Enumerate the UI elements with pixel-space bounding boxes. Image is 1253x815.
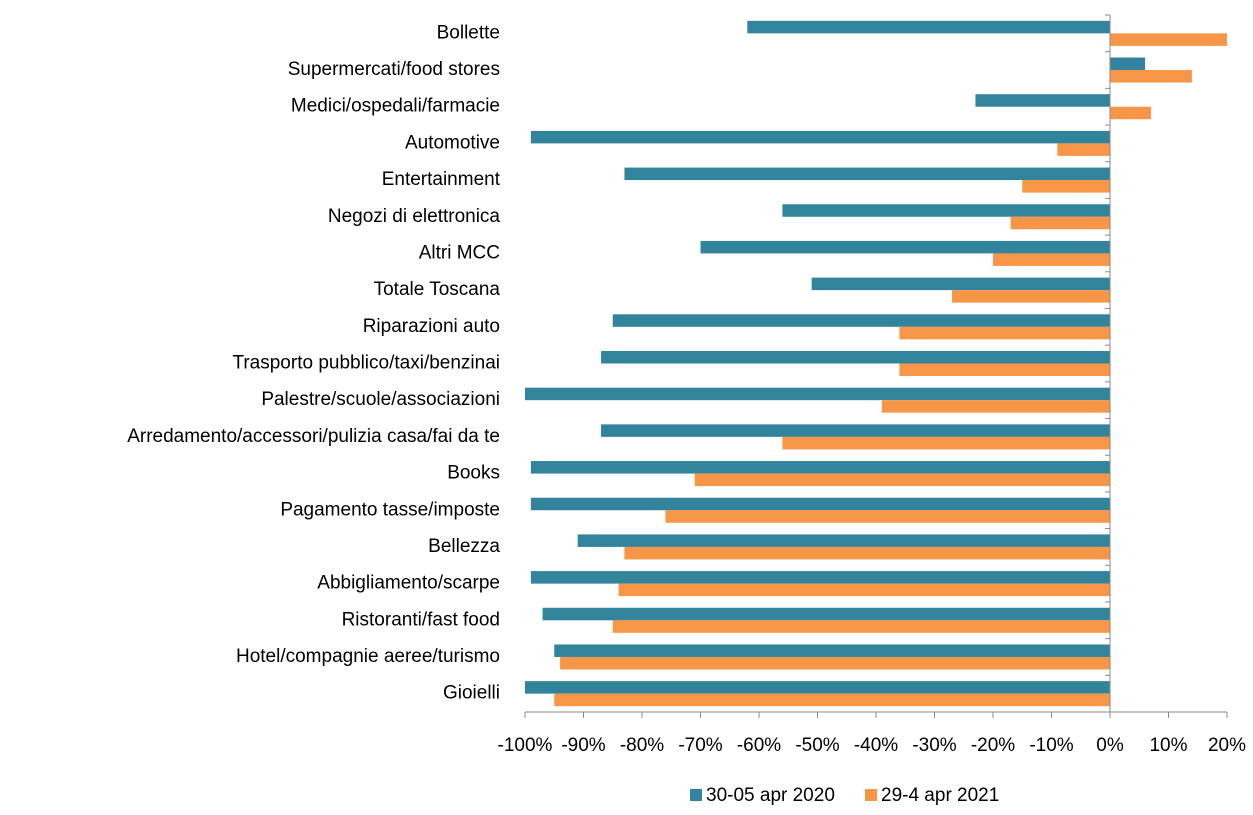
x-tick-label: 0% xyxy=(1096,735,1124,756)
y-tick-label: Supermercati/food stores xyxy=(288,59,500,80)
y-tick-label: Ristoranti/fast food xyxy=(342,609,500,630)
y-tick-label: Riparazioni auto xyxy=(363,316,500,337)
bar xyxy=(530,497,1110,511)
legend-label: 29-4 apr 2021 xyxy=(881,785,999,806)
bar xyxy=(525,681,1110,694)
x-tick-label: -40% xyxy=(854,735,898,756)
legend-swatch xyxy=(690,789,702,801)
x-tick-label: -100% xyxy=(498,735,553,756)
bar xyxy=(993,253,1110,266)
y-tick-label: Trasporto pubblico/taxi/benzinai xyxy=(232,353,500,374)
bar xyxy=(554,693,1110,707)
x-tick-label: -10% xyxy=(1029,735,1073,756)
bar xyxy=(554,644,1110,657)
y-tick-label: Medici/ospedali/farmacie xyxy=(291,96,500,117)
bar xyxy=(530,461,1110,474)
legend-label: 30-05 apr 2020 xyxy=(706,785,835,806)
bar xyxy=(811,277,1110,291)
x-tick-label: -30% xyxy=(912,735,956,756)
x-tick-label: -90% xyxy=(561,735,605,756)
bar xyxy=(1110,70,1192,83)
y-tick-label: Entertainment xyxy=(382,169,501,190)
x-tick-label: -50% xyxy=(795,735,839,756)
bar xyxy=(782,204,1110,217)
bar xyxy=(881,400,1110,413)
bar xyxy=(624,167,1110,181)
bar xyxy=(612,314,1110,327)
bar xyxy=(899,326,1110,340)
bar xyxy=(899,363,1110,376)
x-tick-label: 10% xyxy=(1149,735,1187,756)
y-tick-label: Arredamento/accessori/pulizia casa/fai d… xyxy=(127,426,500,447)
bar xyxy=(747,20,1110,34)
y-tick-label: Books xyxy=(447,463,500,484)
x-tick-label: -80% xyxy=(620,735,664,756)
x-tick-label: -60% xyxy=(737,735,781,756)
bar xyxy=(624,546,1110,560)
bar xyxy=(530,571,1110,584)
y-tick-label: Hotel/compagnie aeree/turismo xyxy=(236,646,500,667)
bar xyxy=(975,94,1110,107)
y-tick-label: Altri MCC xyxy=(419,242,500,263)
bar xyxy=(525,387,1110,401)
bar xyxy=(782,436,1110,450)
y-tick-label: Automotive xyxy=(405,132,500,153)
bar xyxy=(577,534,1110,547)
y-tick-label: Gioielli xyxy=(443,683,500,704)
bar xyxy=(542,607,1110,621)
bar xyxy=(601,351,1110,364)
x-tick-label: -20% xyxy=(971,735,1015,756)
bar xyxy=(700,240,1110,254)
bar xyxy=(694,473,1110,487)
bar xyxy=(560,656,1110,670)
y-tick-label: Bellezza xyxy=(428,536,500,557)
bar xyxy=(530,130,1110,144)
bar xyxy=(1022,180,1110,193)
bar xyxy=(1110,106,1151,120)
y-tick-label: Totale Toscana xyxy=(374,279,501,300)
bar xyxy=(1010,216,1110,230)
bar xyxy=(1110,57,1146,71)
bar xyxy=(1110,33,1227,46)
y-tick-label: Negozi di elettronica xyxy=(328,206,501,227)
bar xyxy=(952,290,1110,303)
bar xyxy=(665,510,1110,523)
bar xyxy=(618,583,1110,597)
bar xyxy=(601,424,1110,437)
y-tick-label: Palestre/scuole/associazioni xyxy=(261,389,500,410)
bar xyxy=(612,620,1110,633)
y-tick-label: Bollette xyxy=(437,22,500,43)
x-tick-label: 20% xyxy=(1208,735,1246,756)
x-tick-label: -70% xyxy=(678,735,722,756)
y-tick-label: Pagamento tasse/imposte xyxy=(280,499,500,520)
y-tick-label: Abbigliamento/scarpe xyxy=(317,573,500,594)
bar xyxy=(1057,143,1110,156)
legend-swatch xyxy=(865,789,877,801)
